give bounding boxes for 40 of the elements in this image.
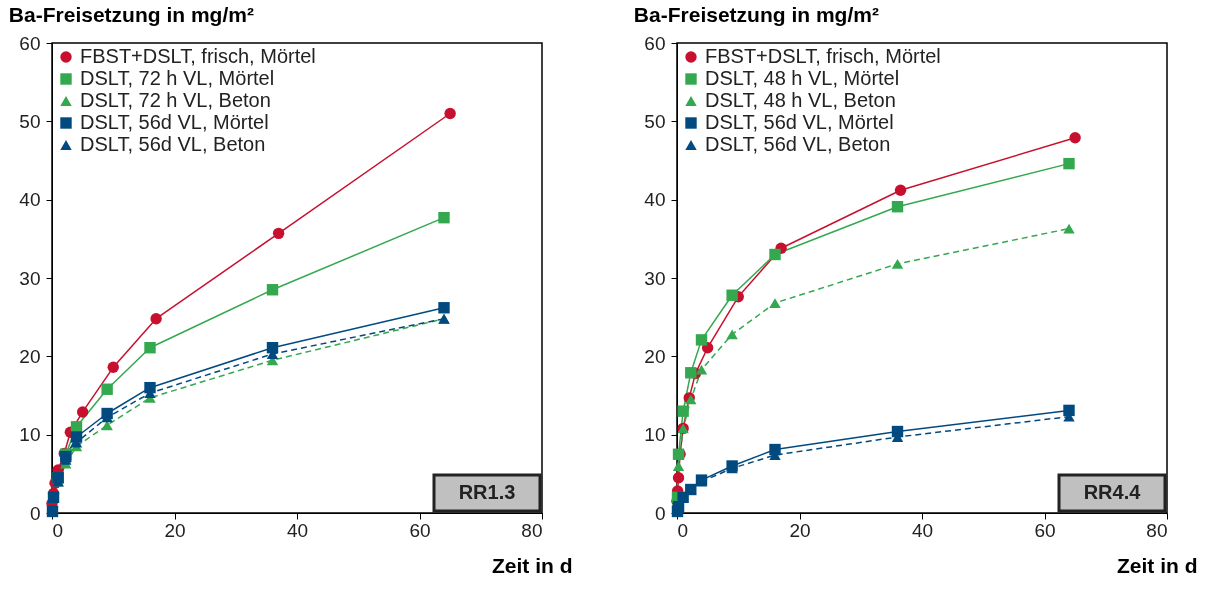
chart-title: Ba-Freisetzung in mg/m²	[633, 3, 879, 26]
y-tick-label: 20	[644, 345, 666, 367]
legend-label: DSLT, 48 h VL, Beton	[705, 89, 896, 111]
x-tick-label: 40	[911, 519, 934, 541]
chart-title: Ba-Freisetzung in mg/m²	[8, 3, 254, 26]
y-tick-label: 40	[644, 189, 666, 211]
x-tick-label: 0	[677, 519, 689, 541]
y-tick-label: 50	[644, 110, 666, 132]
y-tick-label: 0	[29, 502, 41, 524]
x-tick-label: 60	[409, 519, 431, 541]
y-tick-label: 20	[19, 345, 41, 367]
y-tick-label: 30	[644, 267, 666, 289]
legend-label: FBST+DSLT, frisch, Mörtel	[705, 45, 941, 67]
y-tick-label: 0	[654, 502, 666, 524]
y-tick-label: 40	[19, 189, 41, 211]
x-axis-title: Zeit in d	[492, 553, 573, 577]
legend-label: DSLT, 72 h VL, Beton	[80, 89, 271, 111]
legend-label: DSLT, 48 h VL, Mörtel	[705, 67, 900, 89]
x-tick-label: 60	[1034, 519, 1056, 541]
x-tick-label: 80	[1146, 519, 1168, 541]
annotation: RR1.3	[458, 481, 516, 503]
x-tick-label: 20	[164, 519, 186, 541]
x-tick-label: 0	[52, 519, 64, 541]
y-tick-label: 10	[644, 424, 666, 446]
legend-label: DSLT, 56d VL, Mörtel	[705, 111, 894, 133]
y-tick-label: 50	[19, 110, 41, 132]
legend-label: DSLT, 56d VL, Mörtel	[80, 111, 269, 133]
x-tick-label: 20	[789, 519, 811, 541]
x-axis-title: Zeit in d	[1117, 553, 1198, 577]
y-tick-label: 30	[19, 267, 41, 289]
y-tick-label: 60	[19, 32, 41, 54]
legend-label: DSLT, 56d VL, Beton	[80, 133, 266, 155]
annotation: RR4.4	[1083, 481, 1142, 503]
x-tick-label: 80	[521, 519, 543, 541]
legend-label: DSLT, 56d VL, Beton	[705, 133, 891, 155]
y-tick-label: 60	[644, 32, 666, 54]
x-tick-label: 40	[286, 519, 309, 541]
y-tick-label: 10	[19, 424, 41, 446]
legend-label: DSLT, 72 h VL, Mörtel	[80, 67, 275, 89]
legend-label: FBST+DSLT, frisch, Mörtel	[80, 45, 316, 67]
